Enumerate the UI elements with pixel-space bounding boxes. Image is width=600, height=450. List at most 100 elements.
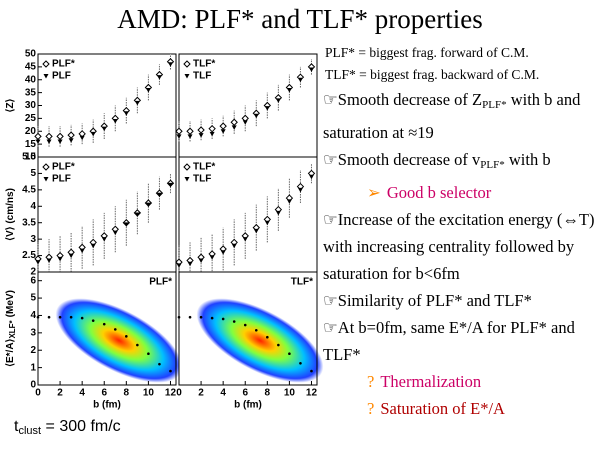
point — [147, 352, 150, 356]
y-label-unit: (MeV) — [5, 290, 16, 317]
point — [253, 228, 259, 234]
point — [286, 199, 292, 204]
point — [275, 210, 281, 216]
legend-label: PLF* — [52, 59, 75, 70]
point — [158, 362, 161, 366]
definition: PLF* = biggest frag. forward of C.M. — [325, 45, 529, 60]
point — [310, 369, 313, 373]
point — [167, 62, 173, 67]
x-tick-label: 4 — [79, 388, 85, 399]
bullet-text: Similarity of PLF* and TLF* — [337, 291, 532, 310]
marker: ? — [367, 399, 375, 418]
point — [101, 126, 107, 132]
y-tick-label: 30 — [25, 100, 37, 111]
x-tick-label: 8 — [124, 388, 130, 399]
x-tick-label: 10 — [284, 388, 296, 399]
bullet: ☞Increase of the excitation energy (⇔T) … — [323, 206, 597, 287]
point — [46, 258, 52, 263]
point — [47, 315, 51, 319]
point — [69, 315, 73, 319]
y-tick-label: 4 — [30, 310, 36, 321]
y-tick-label: 35 — [25, 87, 37, 98]
point — [145, 88, 151, 93]
point — [288, 352, 291, 356]
point — [231, 125, 237, 130]
x-tick-label: 4 — [220, 388, 226, 399]
point — [156, 75, 162, 80]
point — [57, 256, 63, 262]
point — [230, 118, 238, 126]
y-tick-label: 50 — [25, 49, 37, 60]
point — [264, 106, 270, 111]
point — [254, 328, 258, 332]
bullet-symbol: ☞ — [323, 210, 338, 229]
legend-label: TLF* — [291, 277, 313, 288]
y-tick-label: 2 — [30, 345, 36, 356]
point — [198, 133, 204, 138]
point — [45, 132, 53, 141]
bullet-text: with b and saturation at ≈19 — [323, 90, 581, 142]
point — [220, 250, 226, 255]
point — [253, 113, 259, 119]
x-tick-label: 2 — [57, 388, 63, 399]
x-tick-label: 2 — [198, 388, 204, 399]
bullet: ☞Smooth decrease of ZPLF* with b and sat… — [323, 86, 597, 146]
legend-marker — [184, 74, 190, 79]
legend-label: TLF* — [193, 162, 215, 173]
point — [199, 315, 203, 319]
point — [186, 127, 194, 135]
point — [123, 111, 129, 116]
density-blob — [55, 298, 183, 383]
point — [299, 361, 302, 365]
t-rest: = 300 fm/c — [41, 418, 121, 435]
t: t — [14, 418, 19, 435]
bullet: ☞Smooth decrease of vPLF* with b — [323, 146, 597, 179]
sub-bullet-text: Thermalization — [380, 372, 482, 391]
point — [90, 131, 96, 137]
bullet-text: Increase of the excitation energy (⇔T) w… — [323, 210, 595, 283]
legend-marker — [183, 163, 191, 171]
point — [67, 131, 75, 139]
point — [297, 187, 303, 193]
bullet: ☞Similarity of PLF* and TLF* — [323, 287, 597, 314]
point — [80, 316, 84, 320]
y-label-main: ⟨E*/A⟩ — [5, 338, 16, 366]
point — [176, 134, 182, 139]
x-axis-label: b (fm) — [234, 400, 262, 410]
notes: PLF* = biggest frag. forward of C.M. TLF*… — [323, 42, 597, 422]
density-blob — [196, 298, 324, 383]
y-tick-label: 4.5 — [22, 184, 36, 195]
legend-label: TLF — [193, 174, 211, 185]
point — [79, 248, 85, 254]
bullet-symbol: ☞ — [323, 318, 338, 337]
point — [264, 220, 270, 226]
point — [167, 182, 173, 188]
x-tick-label: 0 — [176, 388, 182, 399]
bullet-symbol: ☞ — [323, 150, 338, 169]
y-label-main: ⟨Z⟩ — [5, 98, 16, 112]
x-tick-label: 6 — [101, 388, 107, 399]
point — [79, 135, 85, 141]
legend-label: TLF* — [193, 59, 215, 70]
y-tick-label: 1 — [30, 362, 36, 373]
y-tick-label: 10 — [25, 152, 37, 163]
y-tick-label: 3 — [30, 327, 36, 338]
legend-marker — [42, 163, 50, 171]
point — [221, 317, 225, 321]
point — [308, 67, 314, 72]
point — [242, 237, 248, 242]
y-tick-label: 5.5 — [22, 152, 36, 163]
point — [57, 139, 63, 145]
frame — [37, 271, 177, 386]
point — [36, 315, 40, 319]
bullet-text: with b — [504, 150, 551, 169]
legend-label: PLF* — [52, 162, 75, 173]
point — [90, 243, 96, 249]
point — [35, 260, 41, 265]
point — [145, 202, 151, 208]
t-sub: clust — [18, 425, 42, 437]
legend-marker — [43, 74, 49, 79]
plots: 101520253035404550⟨Z⟩PLF*PLFTLF*TLF22.53… — [5, 49, 324, 410]
